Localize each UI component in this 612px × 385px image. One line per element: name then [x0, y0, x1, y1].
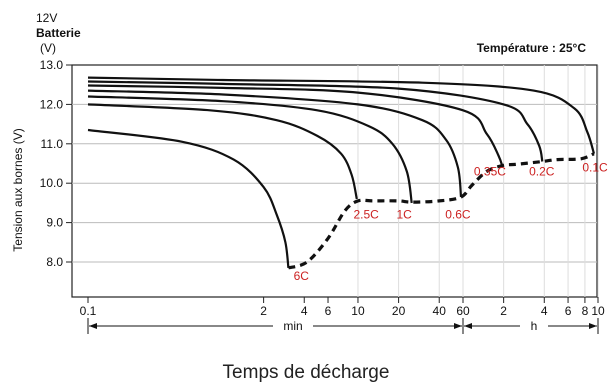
- x-tick-label: 10: [351, 304, 365, 318]
- x-tick-label: 40: [433, 304, 447, 318]
- temperature-annotation: Température : 25°C: [477, 41, 587, 55]
- min-unit-label: min: [283, 319, 302, 333]
- y-tick-label: 12.0: [40, 97, 64, 111]
- x-tick-label: 6: [325, 304, 332, 318]
- y-axis-label: Tension aux bornes (V): [11, 128, 25, 251]
- chart-title-line3: (V): [40, 41, 56, 55]
- series-label-1C: 1C: [397, 208, 413, 222]
- x-axis-title: Temps de décharge: [223, 362, 390, 383]
- series-line-0.6C: [87, 89, 463, 198]
- series-line-6C: [87, 128, 290, 269]
- series-label-2.5C: 2.5C: [353, 208, 379, 222]
- y-tick-label: 8.0: [46, 255, 63, 269]
- x-tick-label: 10: [591, 304, 605, 318]
- x-tick-label: 0.1: [80, 304, 97, 318]
- series-label-0.2C: 0.2C: [529, 164, 555, 178]
- x-tick-label: 4: [541, 304, 548, 318]
- hour-unit-label: h: [531, 319, 538, 333]
- grid-lines: [72, 65, 599, 297]
- y-tick-label: 11.0: [41, 137, 64, 151]
- series-line-2.5C: [87, 103, 358, 200]
- x-ticks: 0.1 2 4 6 10 20 40 60 2 4 6 8 10: [80, 297, 605, 318]
- discharge-curves: [87, 76, 596, 269]
- x-tick-label: 60: [456, 304, 470, 318]
- cutoff-voltage-curve: [287, 152, 595, 270]
- x-tick-label: 4: [301, 304, 308, 318]
- hour-range-bracket: h: [464, 318, 599, 334]
- series-label-0.35C: 0.35C: [474, 164, 506, 178]
- x-tick-label: 2: [500, 304, 507, 318]
- min-range-bracket: min: [87, 318, 464, 334]
- series-label-0.1C: 0.1C: [582, 160, 608, 174]
- series-line-0.1C: [87, 76, 596, 155]
- series-line-0.2C: [87, 80, 544, 162]
- series-line-1C: [87, 95, 413, 204]
- y-ticks: 13.0 12.0 11.0 10.0 9.0 8.0: [40, 58, 72, 269]
- series-label-0.6C: 0.6C: [445, 208, 471, 222]
- x-tick-label: 8: [582, 304, 589, 318]
- y-tick-label: 10.0: [40, 176, 64, 190]
- x-tick-label: 2: [260, 304, 267, 318]
- x-tick-label: 20: [392, 304, 406, 318]
- x-tick-label: 6: [565, 304, 572, 318]
- series-label-6C: 6C: [294, 269, 310, 283]
- chart-title-line1: 12V: [36, 11, 57, 25]
- plot-frame: [71, 64, 598, 298]
- chart-title-line2: Batterie: [36, 26, 81, 40]
- series-labels: 6C 2.5C 1C 0.6C 0.35C 0.2C 0.1C: [294, 160, 608, 282]
- series-line-0.35C: [87, 84, 504, 168]
- y-tick-label: 9.0: [46, 216, 63, 230]
- y-tick-label: 13.0: [40, 58, 64, 72]
